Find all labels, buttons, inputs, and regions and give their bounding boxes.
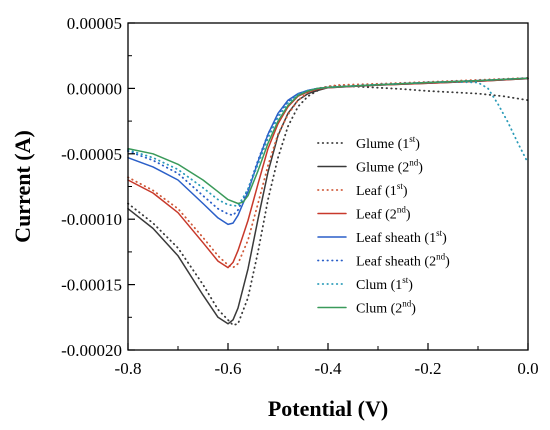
legend-label-tail: ) [406,208,411,223]
legend-label-8: Clum (2nd) [356,299,416,317]
series-line-2 [127,77,529,325]
plot-frame [127,22,529,351]
legend-label-tail: ) [415,137,420,152]
y-tick-label: 0.00005 [67,14,122,33]
legend-label-main: Leaf sheath (2 [356,255,436,270]
legend-label-tail: ) [418,161,423,176]
series-line-5 [127,77,529,226]
legend-label-sup: nd [402,299,412,309]
legend-label-main: Leaf (1 [356,184,397,199]
legend-label-sup: nd [436,252,446,262]
legend-label-main: Glume (1 [356,137,409,152]
legend-label-2: Glume (2nd) [356,158,423,176]
series-line-6 [127,77,529,217]
series-line-1 [127,84,529,326]
legend-label-main: Clum (1 [356,278,402,293]
legend-label-4: Leaf (2nd) [356,205,411,223]
x-tick-label: -0.8 [115,359,142,378]
legend-label-tail: ) [411,302,416,317]
x-tick-label: -0.4 [315,359,342,378]
legend-label-sup: st [402,275,409,285]
legend-label-sup: st [409,134,416,144]
legend-label-sup: st [397,181,404,191]
x-tick-label: 0.0 [517,359,538,378]
y-tick-label: 0.00000 [67,79,122,98]
x-tick-label: -0.6 [215,359,242,378]
y-tick-label: -0.00005 [61,145,122,164]
series-line-3 [127,77,529,269]
legend-label-tail: ) [442,231,447,246]
ticks-layer: -0.8 -0.6 -0.4 -0.2 0.0 -0.00020 -0.00015 -0.00… [61,14,539,378]
series-layer [127,77,529,326]
legend-label-main: Leaf (2 [356,208,397,223]
legend-label-main: Clum (2 [356,302,402,317]
legend-label-sup: nd [409,158,419,168]
legend-label-5: Leaf sheath (1st) [356,228,447,246]
legend-label-tail: ) [403,184,408,199]
legend-label-7: Clum (1st) [356,275,413,293]
series-line-8 [127,77,529,205]
legend: Glume (1st)Glume (2nd)Leaf (1st)Leaf (2n… [317,134,450,317]
legend-label-1: Glume (1st) [356,134,420,152]
legend-label-main: Glume (2 [356,161,409,176]
legend-label-sup: nd [397,205,407,215]
legend-label-sup: st [436,228,443,238]
legend-label-main: Leaf sheath (1 [356,231,436,246]
x-tick-label: -0.2 [415,359,442,378]
y-tick-label: -0.00010 [61,210,122,229]
legend-label-tail: ) [408,278,413,293]
series-line-7 [127,81,529,207]
y-tick-label: -0.00015 [61,276,122,295]
legend-label-tail: ) [445,255,450,270]
x-axis-title: Potential (V) [268,396,388,421]
legend-label-3: Leaf (1st) [356,181,408,199]
legend-label-6: Leaf sheath (2nd) [356,252,450,270]
y-axis-title: Current (A) [10,130,35,243]
y-tick-label: -0.00020 [61,341,122,360]
series-line-4 [127,77,529,269]
